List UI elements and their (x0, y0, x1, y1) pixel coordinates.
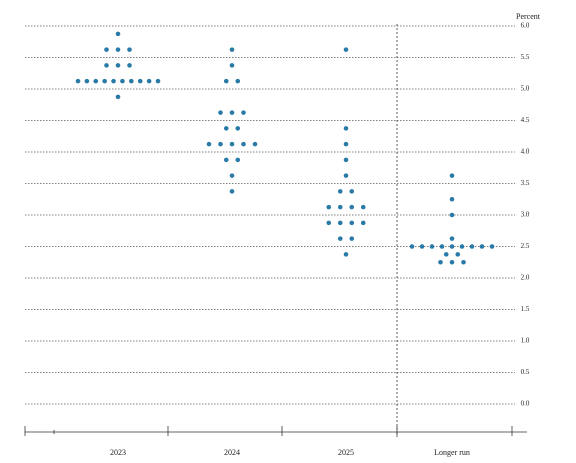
dot (455, 252, 461, 257)
dot (127, 63, 132, 68)
y-tick-label: 3.5 (521, 179, 530, 187)
x-tick-label: 2023 (110, 448, 126, 457)
dot (349, 204, 355, 210)
dot (137, 78, 143, 84)
dot (326, 204, 332, 210)
x-tick-label: 2024 (224, 448, 240, 457)
dot (337, 204, 343, 210)
dot (115, 47, 121, 52)
dot (146, 78, 152, 84)
dot (343, 47, 349, 52)
dot (360, 220, 366, 226)
y-tick-label: 4.0 (521, 148, 530, 156)
dot (439, 244, 445, 249)
x-tick-label: 2025 (338, 448, 354, 457)
dot (241, 110, 246, 115)
dot (120, 78, 125, 84)
dot (349, 189, 355, 194)
dot (449, 244, 455, 249)
dot (409, 244, 415, 249)
dot (443, 252, 449, 257)
y-tick-label: 0.0 (521, 400, 530, 408)
dot (326, 220, 332, 226)
y-tick-label: 3.0 (521, 211, 530, 219)
dot (218, 110, 223, 115)
y-tick-label: 2.0 (521, 274, 530, 282)
dot (343, 126, 349, 131)
dot (218, 141, 223, 147)
dot (206, 141, 212, 147)
dot (337, 189, 343, 194)
y-tick-label: 1.0 (521, 337, 530, 345)
y-tick-label: 4.5 (521, 116, 530, 124)
dot (229, 47, 235, 52)
dot (229, 110, 235, 115)
dot (104, 63, 109, 68)
dot (360, 204, 366, 210)
dot (223, 78, 229, 84)
dot (349, 220, 355, 226)
dot (84, 78, 90, 84)
dot (229, 173, 235, 178)
dot (337, 220, 343, 226)
dot (438, 259, 443, 265)
dot (449, 212, 455, 218)
dot (461, 259, 466, 265)
dot (115, 63, 121, 68)
dot (223, 126, 229, 131)
dot (155, 78, 161, 84)
dot (469, 244, 475, 249)
dot (479, 244, 485, 249)
dot (252, 141, 258, 147)
x-axis-ticks (24, 426, 513, 436)
y-tick-label: 1.5 (521, 305, 530, 313)
dot (104, 47, 109, 52)
dot (229, 63, 235, 68)
dot (235, 126, 241, 131)
dot (229, 141, 235, 147)
dot (449, 236, 455, 241)
dot (93, 78, 99, 84)
dot (241, 141, 246, 147)
dot (343, 157, 349, 163)
dot (127, 47, 132, 52)
dot (419, 244, 425, 249)
dot (449, 173, 455, 178)
dot (349, 236, 355, 241)
y-tick-label: 5.5 (521, 53, 530, 61)
dot (449, 196, 455, 202)
x-tick-label: Longer run (434, 448, 470, 457)
dot (235, 157, 241, 163)
dot (429, 244, 435, 249)
dot (229, 189, 235, 194)
dot (337, 236, 343, 241)
dot (343, 252, 349, 257)
dot (223, 157, 229, 163)
dot (111, 78, 116, 84)
dot (449, 259, 455, 265)
dot (459, 244, 465, 249)
dot (75, 78, 81, 84)
dot (343, 173, 349, 178)
y-tick-label: 0.5 (521, 368, 530, 376)
dot (343, 141, 349, 147)
dot (129, 78, 134, 84)
y-tick-label: 2.5 (521, 242, 530, 250)
dot (115, 31, 121, 37)
dot (115, 94, 121, 100)
dot (235, 78, 241, 84)
y-tick-label: 6.0 (521, 22, 530, 30)
y-axis-label: Percent (516, 12, 541, 21)
dot (102, 78, 107, 84)
dot (489, 244, 495, 249)
y-tick-label: 5.0 (521, 85, 530, 93)
